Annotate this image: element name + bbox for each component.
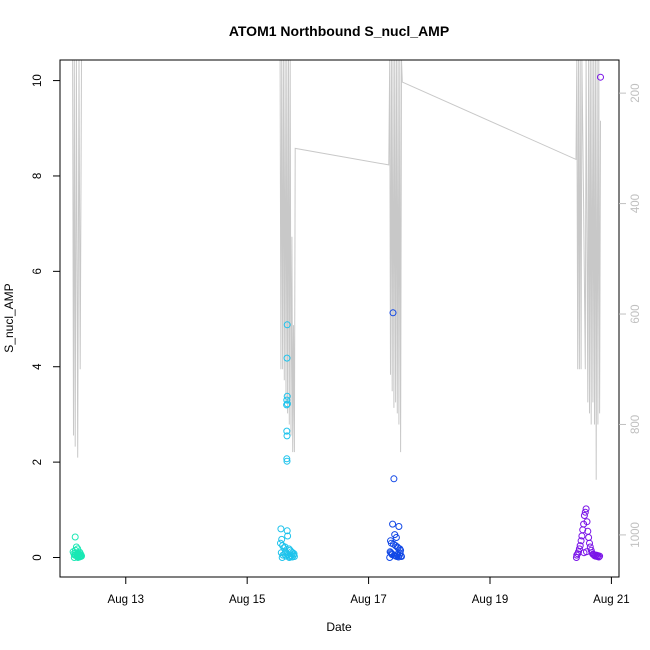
data-point — [70, 554, 78, 561]
data-point — [283, 354, 291, 362]
y-axis-label: S_nucl_AMP — [2, 283, 16, 352]
data-point — [386, 554, 394, 561]
data-point — [582, 505, 590, 513]
plot-frame — [59, 59, 620, 578]
data-point — [287, 552, 295, 560]
data-point — [278, 554, 286, 561]
y-axis: 0 2 4 6 8 10 — [32, 74, 60, 561]
data-point — [572, 554, 580, 561]
data-point — [575, 545, 583, 553]
data-point — [585, 534, 593, 541]
data-point — [578, 532, 586, 540]
data-point — [277, 525, 285, 533]
y-tick-label: 2 — [32, 459, 44, 465]
y-tick-label: 6 — [32, 268, 44, 274]
data-point — [283, 527, 291, 535]
data-point — [580, 512, 588, 519]
data-point — [389, 520, 397, 528]
data-point — [284, 532, 292, 540]
data-point — [390, 475, 398, 483]
data-point — [283, 427, 291, 435]
right-y-tick-label: 200 — [630, 84, 642, 103]
data-point — [76, 550, 84, 558]
data-point — [597, 73, 604, 81]
data-point — [389, 309, 397, 317]
data-point — [71, 546, 79, 554]
data-point — [283, 432, 291, 440]
data-point — [283, 457, 291, 465]
data-point — [283, 401, 291, 409]
depth-line — [72, 60, 601, 480]
y-axis-right: 200 400 600 800 1000 — [619, 84, 642, 548]
data-point — [283, 321, 291, 329]
data-point — [281, 543, 289, 551]
x-tick-label: Aug 19 — [472, 594, 508, 606]
data-point — [395, 523, 403, 530]
chart-title: ATOM1 Northbound S_nucl_AMP — [229, 23, 449, 39]
data-point — [595, 553, 603, 561]
data-point — [398, 553, 405, 560]
data-point — [596, 552, 604, 560]
y-tick-label: 8 — [32, 173, 44, 179]
data-point — [576, 542, 584, 550]
data-point — [581, 508, 589, 516]
data-point — [583, 548, 590, 556]
x-tick-label: Aug 15 — [229, 594, 265, 606]
data-point — [283, 396, 291, 404]
data-point — [283, 455, 291, 463]
x-axis: Aug 13 Aug 15 Aug 17 Aug 19 Aug 21 — [108, 577, 630, 606]
x-axis-label: Date — [326, 620, 352, 634]
data-point — [278, 535, 286, 543]
y-tick-label: 10 — [32, 74, 44, 87]
y-tick-label: 4 — [32, 363, 44, 370]
data-point — [282, 548, 289, 556]
x-tick-label: Aug 17 — [350, 594, 386, 606]
right-y-tick-label: 1000 — [630, 522, 642, 548]
right-y-tick-label: 400 — [630, 194, 642, 213]
data-point — [290, 553, 298, 560]
data-point — [392, 534, 400, 541]
right-y-tick-label: 600 — [630, 304, 642, 323]
data-point — [586, 539, 593, 547]
depth-line-layer — [72, 60, 601, 480]
data-point — [283, 400, 291, 408]
data-point — [71, 533, 79, 541]
data-point — [396, 549, 404, 557]
data-point — [285, 554, 293, 561]
y-tick-label: 0 — [32, 554, 44, 560]
data-point — [283, 392, 291, 400]
data-point — [573, 551, 581, 559]
scatter-points-layer — [69, 73, 604, 561]
right-y-tick-label: 800 — [630, 415, 642, 434]
data-point — [577, 537, 585, 545]
x-tick-label: Aug 21 — [593, 594, 629, 606]
x-tick-label: Aug 13 — [108, 594, 144, 606]
